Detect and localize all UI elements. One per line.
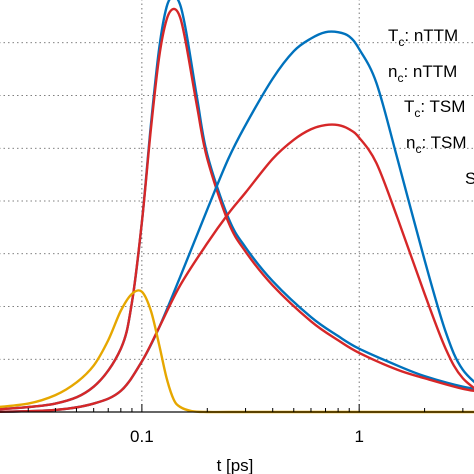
x-ticks: 0.1 1 — [27, 404, 464, 446]
legend-entry: S — [465, 169, 474, 188]
series-line-1 — [0, 7, 474, 411]
legend-entry: nc: TSM — [406, 133, 467, 156]
x-tick-label: 0.1 — [130, 427, 154, 446]
legend-entry: nc: nTTM — [388, 62, 457, 85]
legend: Tc: nTTM nc: nTTM Tc: TSM nc: TSM S — [388, 26, 474, 188]
legend-entry: Tc: nTTM — [388, 26, 458, 49]
series-line-2 — [0, 30, 474, 413]
plot-frame — [0, 411, 474, 413]
series-line-4 — [0, 289, 474, 414]
x-tick-label: 1 — [354, 427, 363, 446]
legend-entry: Tc: TSM — [404, 97, 465, 120]
x-axis-title: t [ps] — [217, 456, 254, 474]
grid — [0, 0, 474, 412]
series-line-3 — [0, 123, 474, 413]
